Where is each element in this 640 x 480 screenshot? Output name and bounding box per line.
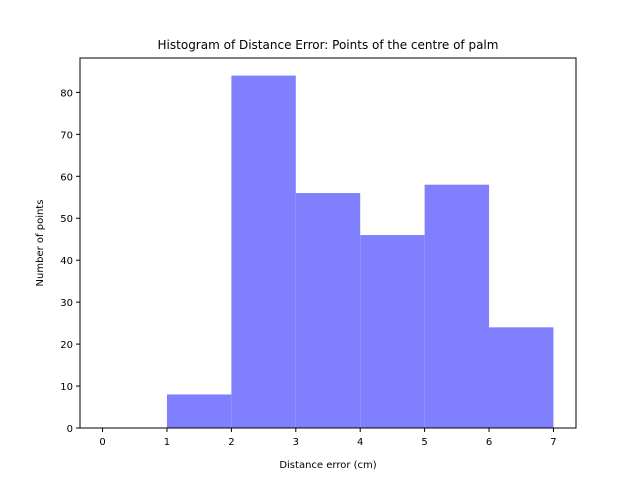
y-tick-label: 20 (60, 340, 73, 351)
bars-group (166, 75, 554, 428)
y-tick-label: 60 (60, 172, 73, 183)
x-tick-label: 1 (164, 437, 170, 448)
x-tick-label: 2 (228, 437, 234, 448)
histogram-bar (424, 184, 490, 428)
histogram-bar (231, 75, 296, 428)
x-tick-label: 6 (486, 437, 492, 448)
histogram-bar (166, 394, 232, 428)
histogram-bar (489, 327, 554, 428)
y-tick-label: 50 (60, 214, 73, 225)
x-axis-label: Distance error (cm) (279, 460, 376, 471)
chart-title: Histogram of Distance Error: Points of t… (158, 38, 499, 52)
y-tick-label: 30 (60, 298, 73, 309)
x-tick-label: 4 (357, 437, 363, 448)
y-tick-label: 0 (67, 424, 73, 435)
x-tick-label: 0 (99, 437, 105, 448)
histogram-bar (295, 193, 361, 428)
x-tick-label: 7 (550, 437, 556, 448)
x-tick-label: 3 (293, 437, 299, 448)
y-axis-ticks: 0 10 20 30 40 50 60 70 80 (60, 88, 80, 435)
x-tick-label: 5 (421, 437, 427, 448)
y-axis-label: Number of points (35, 200, 46, 287)
y-tick-label: 80 (60, 88, 73, 99)
histogram-bar (360, 235, 425, 428)
x-axis-ticks: 0 1 2 3 4 5 6 7 (99, 428, 557, 448)
y-tick-label: 70 (60, 130, 73, 141)
y-tick-label: 10 (60, 382, 73, 393)
y-tick-label: 40 (60, 256, 73, 267)
plot-frame (79, 57, 577, 429)
